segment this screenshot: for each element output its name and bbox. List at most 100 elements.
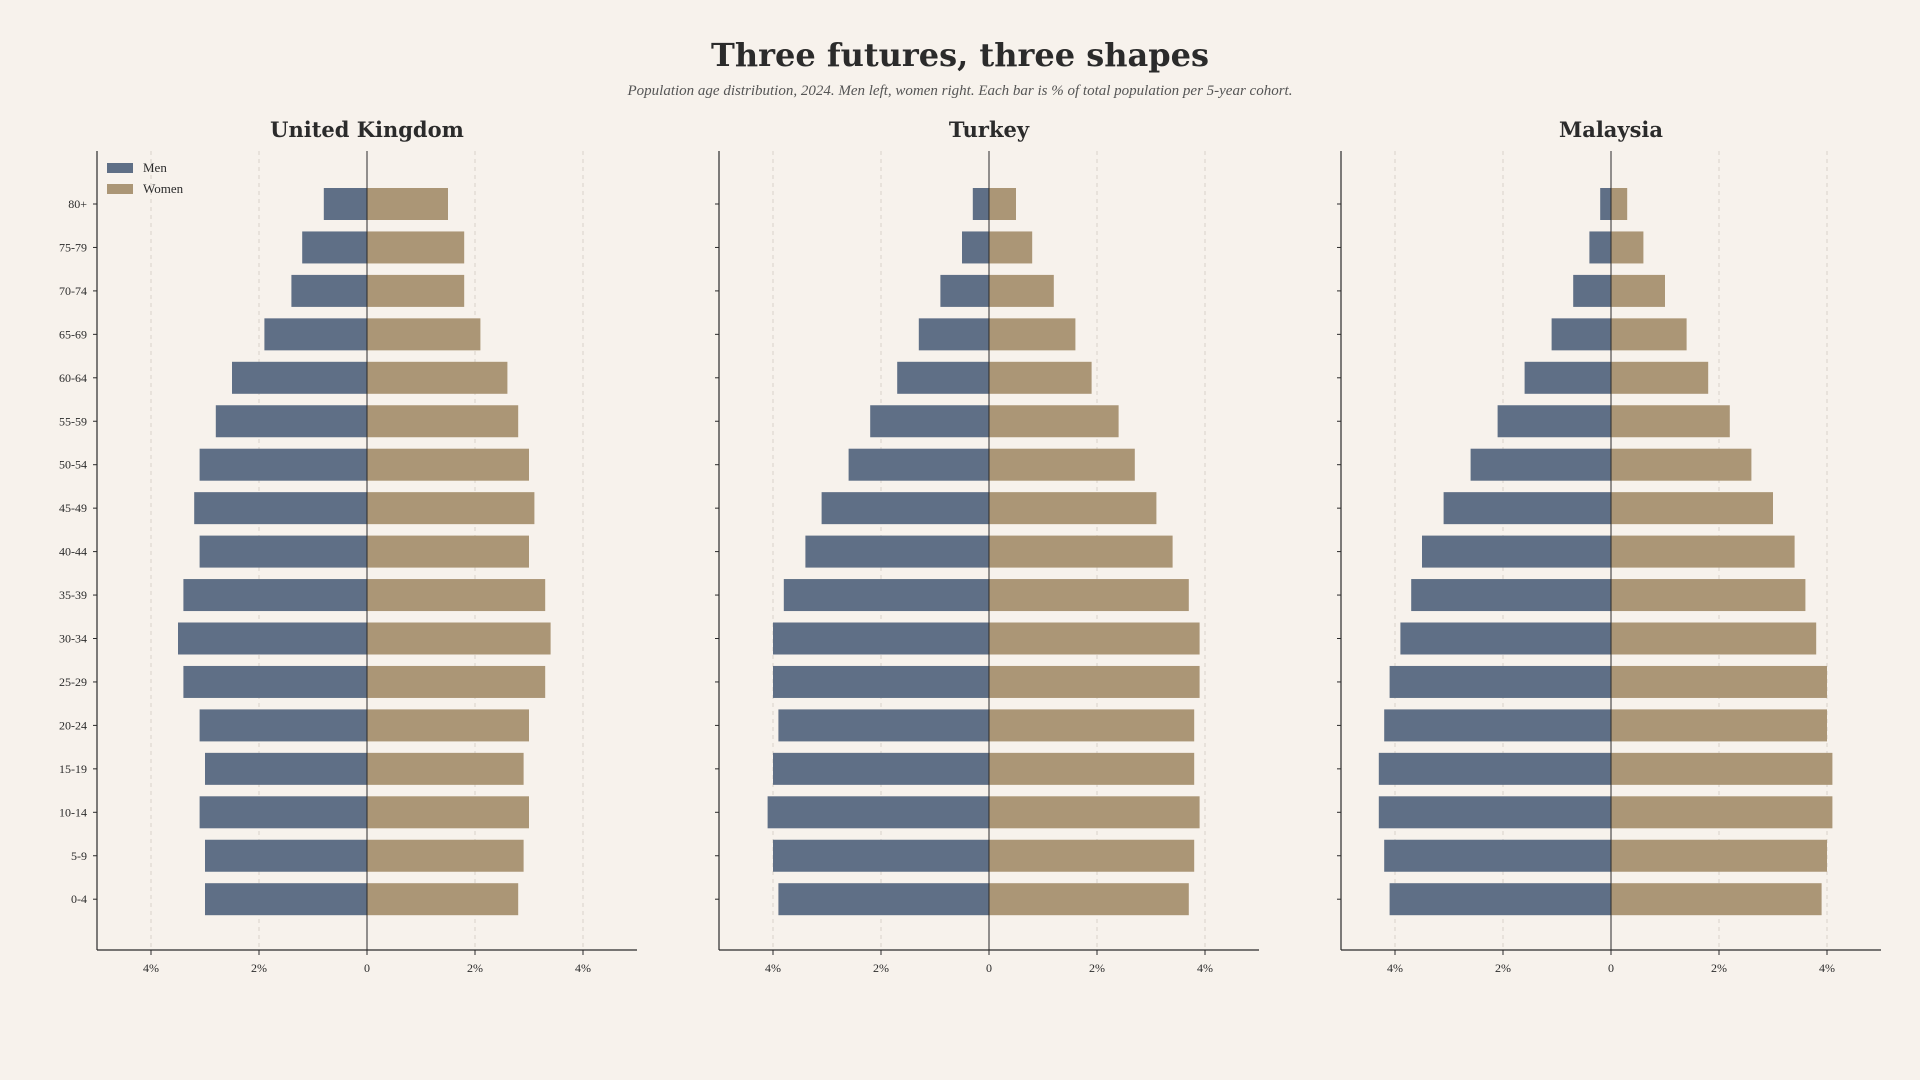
x-tick-label: 4% <box>1197 961 1213 975</box>
bar-men <box>194 492 367 525</box>
bar-women <box>989 448 1135 481</box>
legend: Men Women <box>107 160 184 196</box>
bar-women <box>989 579 1189 612</box>
bar-women <box>1611 622 1817 655</box>
bar-women <box>989 274 1054 307</box>
bar-men <box>897 361 989 394</box>
bar-men <box>1600 188 1611 220</box>
bar-men <box>205 883 367 916</box>
x-tick-label: 4% <box>1387 961 1403 975</box>
y-tick-label: 80+ <box>68 197 87 211</box>
bar-men <box>805 535 989 568</box>
bar-men <box>178 622 367 655</box>
y-tick-label: 20-24 <box>59 718 87 732</box>
bar-women <box>1611 318 1687 351</box>
bar-women <box>367 188 448 220</box>
bar-men <box>323 188 367 220</box>
bar-men <box>199 709 367 742</box>
bar-women <box>1611 405 1730 438</box>
bar-men <box>232 361 367 394</box>
bar-women <box>989 883 1189 916</box>
pyramid-panel-turkey: Turkey 4% 2% 0 2% 4% <box>715 117 1259 975</box>
bar-men <box>1378 796 1611 829</box>
bar-men <box>1551 318 1611 351</box>
bar-men <box>1589 231 1611 264</box>
bar-women <box>989 405 1119 438</box>
bar-men <box>767 796 989 829</box>
bar-men <box>205 752 367 785</box>
bar-men <box>183 665 367 698</box>
x-tick-label: 4% <box>765 961 781 975</box>
bar-men <box>215 405 367 438</box>
bar-men <box>1497 405 1611 438</box>
bar-men <box>199 535 367 568</box>
y-tick-label: 75-79 <box>59 240 87 254</box>
bar-men <box>821 492 989 525</box>
bar-men <box>199 448 367 481</box>
bar-women <box>1611 492 1773 525</box>
bar-women <box>1611 883 1822 916</box>
y-tick-label: 15-19 <box>59 762 87 776</box>
bar-women <box>367 579 546 612</box>
bar-men <box>1400 622 1611 655</box>
x-tick-label: 2% <box>873 961 889 975</box>
bar-women <box>1611 448 1752 481</box>
x-tick-label: 2% <box>1089 961 1105 975</box>
y-tick-label: 25-29 <box>59 675 87 689</box>
bar-women <box>989 796 1200 829</box>
bar-women <box>367 665 546 698</box>
bar-women <box>367 622 551 655</box>
bar-women <box>1611 361 1709 394</box>
bar-men <box>918 318 989 351</box>
panel-title: Malaysia <box>1559 117 1663 142</box>
bar-women <box>367 752 524 785</box>
bar-men <box>962 231 989 264</box>
y-tick-label: 70-74 <box>59 284 87 298</box>
y-tick-label: 50-54 <box>59 458 87 472</box>
bar-men <box>1470 448 1611 481</box>
bar-women <box>989 665 1200 698</box>
bar-women <box>989 752 1195 785</box>
bar-men <box>870 405 989 438</box>
bar-men <box>302 231 367 264</box>
pyramid-panel-united-kingdom: United Kingdom 80+ 75-79 70-74 65-69 60-64 55-… <box>59 117 637 975</box>
bar-women <box>1611 709 1827 742</box>
bar-men <box>778 709 989 742</box>
bar-women <box>367 318 481 351</box>
bar-women <box>989 231 1033 264</box>
bar-men <box>1384 839 1611 872</box>
y-tick-label: 30-34 <box>59 632 87 646</box>
bar-women <box>1611 579 1806 612</box>
x-tick-label: 2% <box>1495 961 1511 975</box>
chart-title: Three futures, three shapes <box>711 36 1209 74</box>
x-tick-label: 2% <box>251 961 267 975</box>
y-tick-label: 45-49 <box>59 501 87 515</box>
bar-women <box>989 492 1157 525</box>
bar-men <box>783 579 989 612</box>
bar-women <box>989 839 1195 872</box>
bar-women <box>989 622 1200 655</box>
legend-swatch-men <box>107 163 133 173</box>
bar-women <box>1611 796 1833 829</box>
y-tick-label: 35-39 <box>59 588 87 602</box>
bar-men <box>773 622 989 655</box>
bar-women <box>989 535 1173 568</box>
bar-women <box>989 361 1092 394</box>
bar-women <box>1611 231 1644 264</box>
bar-men <box>1422 535 1611 568</box>
panel-title: United Kingdom <box>270 117 464 142</box>
legend-label-women: Women <box>143 181 184 196</box>
x-tick-label: 0 <box>364 961 370 975</box>
bar-women <box>367 709 529 742</box>
x-tick-label: 0 <box>1608 961 1614 975</box>
bar-women <box>367 448 529 481</box>
bar-women <box>367 883 519 916</box>
bar-men <box>1524 361 1611 394</box>
bar-women <box>1611 188 1628 220</box>
bar-women <box>367 361 508 394</box>
bar-men <box>972 188 989 220</box>
bar-women <box>989 318 1076 351</box>
bar-women <box>1611 665 1827 698</box>
pyramid-panel-malaysia: Malaysia 4% 2% 0 2% 4% <box>1337 117 1881 975</box>
